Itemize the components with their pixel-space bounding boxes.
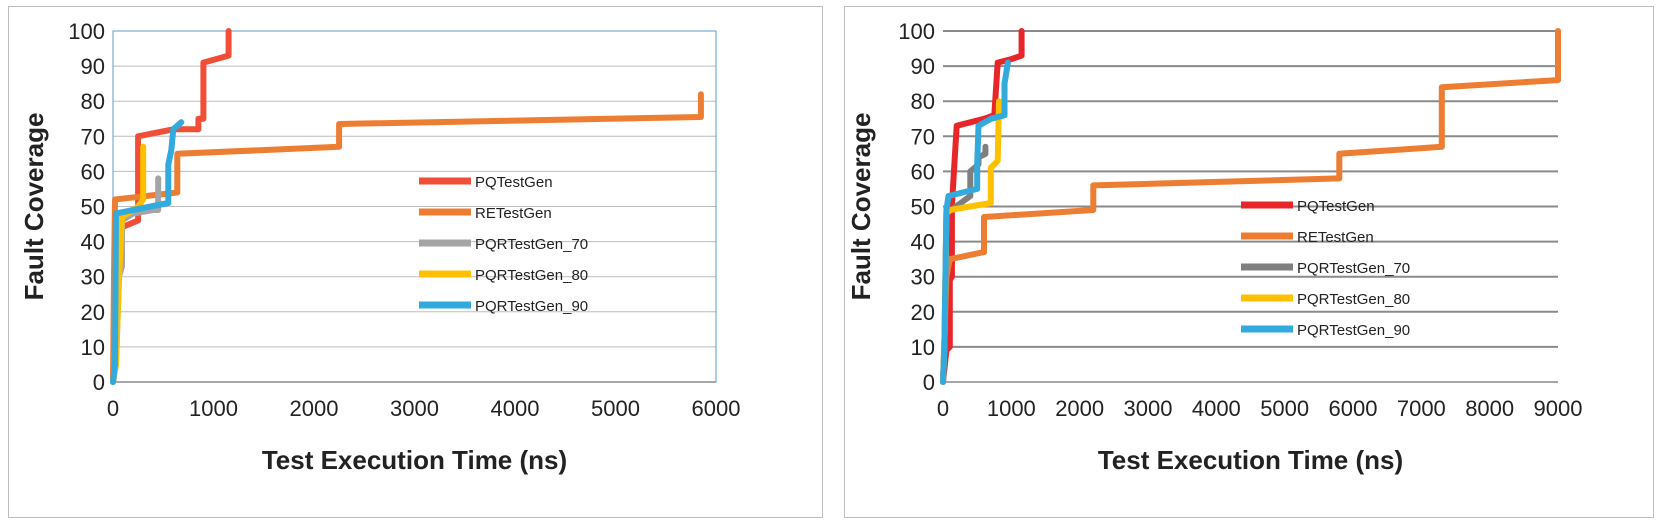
right-legend-label: PQTestGen	[1297, 198, 1375, 215]
left-legend-label: PQRTestGen_90	[475, 298, 588, 315]
right-x-tick-label: 5000	[1260, 396, 1309, 421]
left-legend-label: RETestGen	[475, 205, 552, 222]
right-y-tick-label: 100	[898, 19, 935, 44]
left-y-tick-label: 50	[81, 195, 105, 220]
left-y-tick-label: 0	[93, 370, 105, 395]
left-y-tick-label: 20	[81, 300, 105, 325]
right-x-tick-label: 6000	[1329, 396, 1378, 421]
left-y-tick-label: 80	[81, 89, 105, 114]
left-y-tick-label: 40	[81, 230, 105, 255]
right-x-tick-label: 2000	[1055, 396, 1104, 421]
left-x-tick-label: 6000	[692, 396, 741, 421]
right-y-axis-title: Fault Coverage	[846, 113, 876, 301]
right-y-tick-label: 30	[911, 265, 935, 290]
right-y-tick-label: 80	[911, 89, 935, 114]
left-legend: PQTestGen RETestGen PQRTestGen_70 PQRTestGe…	[419, 174, 588, 315]
right-series-line-pqtestgen	[940, 28, 1025, 385]
right-x-tick-label: 1000	[987, 396, 1036, 421]
right-y-tick-label: 40	[911, 230, 935, 255]
left-y-tick-label: 60	[81, 159, 105, 184]
left-y-tick-label: 100	[68, 19, 105, 44]
left-legend-label: PQRTestGen_70	[475, 236, 588, 253]
right-x-axis-title: Test Execution Time (ns)	[1098, 445, 1403, 475]
right-y-tick-label: 20	[911, 300, 935, 325]
left-y-axis-title: Fault Coverage	[19, 113, 49, 301]
left-y-tick-label: 90	[81, 54, 105, 79]
right-y-tick-label: 0	[923, 370, 935, 395]
right-x-tick-label: 8000	[1465, 396, 1514, 421]
left-x-tick-label: 1000	[189, 396, 238, 421]
right-legend-label: PQRTestGen_80	[1297, 291, 1410, 308]
right-gridlines	[943, 30, 1558, 348]
chart-left-panel: 0 10 20 30 40 50 60 70 80 90 100 0 1000 2000 3000 4000 5…	[8, 6, 823, 518]
chart-right-panel: 0 10 20 30 40 50 60 70 80 90 100 0 1000 2000 3000 4000 5…	[844, 6, 1654, 518]
right-series-line-pqrtestgen-90	[940, 59, 1011, 385]
right-x-tick-label: 3000	[1124, 396, 1173, 421]
right-x-tick-label: 0	[937, 396, 949, 421]
right-x-tick-label: 7000	[1397, 396, 1446, 421]
right-series-line-retestgen	[940, 28, 1561, 385]
right-y-tick-label: 70	[911, 124, 935, 149]
left-legend-label: PQRTestGen_80	[475, 267, 588, 284]
right-y-tick-label: 90	[911, 54, 935, 79]
right-y-tick-label: 10	[911, 335, 935, 360]
left-series-line-pqrtestgen-90	[110, 119, 185, 385]
left-x-tick-label: 5000	[591, 396, 640, 421]
right-x-tick-label: 9000	[1534, 396, 1583, 421]
left-x-axis-title: Test Execution Time (ns)	[262, 445, 567, 475]
left-y-tick-label: 10	[81, 335, 105, 360]
right-y-tick-label: 60	[911, 159, 935, 184]
right-y-tick-label: 50	[911, 195, 935, 220]
right-x-tick-label: 4000	[1192, 396, 1241, 421]
right-legend-label: PQRTestGen_90	[1297, 322, 1410, 339]
right-legend: PQTestGen RETestGen PQRTestGen_70 PQRTestGe…	[1241, 198, 1410, 339]
left-legend-label: PQTestGen	[475, 174, 553, 191]
left-y-tick-label: 70	[81, 124, 105, 149]
left-x-tick-label: 0	[107, 396, 119, 421]
left-series-line-retestgen	[110, 91, 704, 385]
left-x-tick-label: 4000	[491, 396, 540, 421]
left-x-tick-label: 2000	[290, 396, 339, 421]
left-x-tick-label: 3000	[390, 396, 439, 421]
right-legend-label: PQRTestGen_70	[1297, 260, 1410, 277]
left-y-tick-label: 30	[81, 265, 105, 290]
right-legend-label: RETestGen	[1297, 229, 1374, 246]
